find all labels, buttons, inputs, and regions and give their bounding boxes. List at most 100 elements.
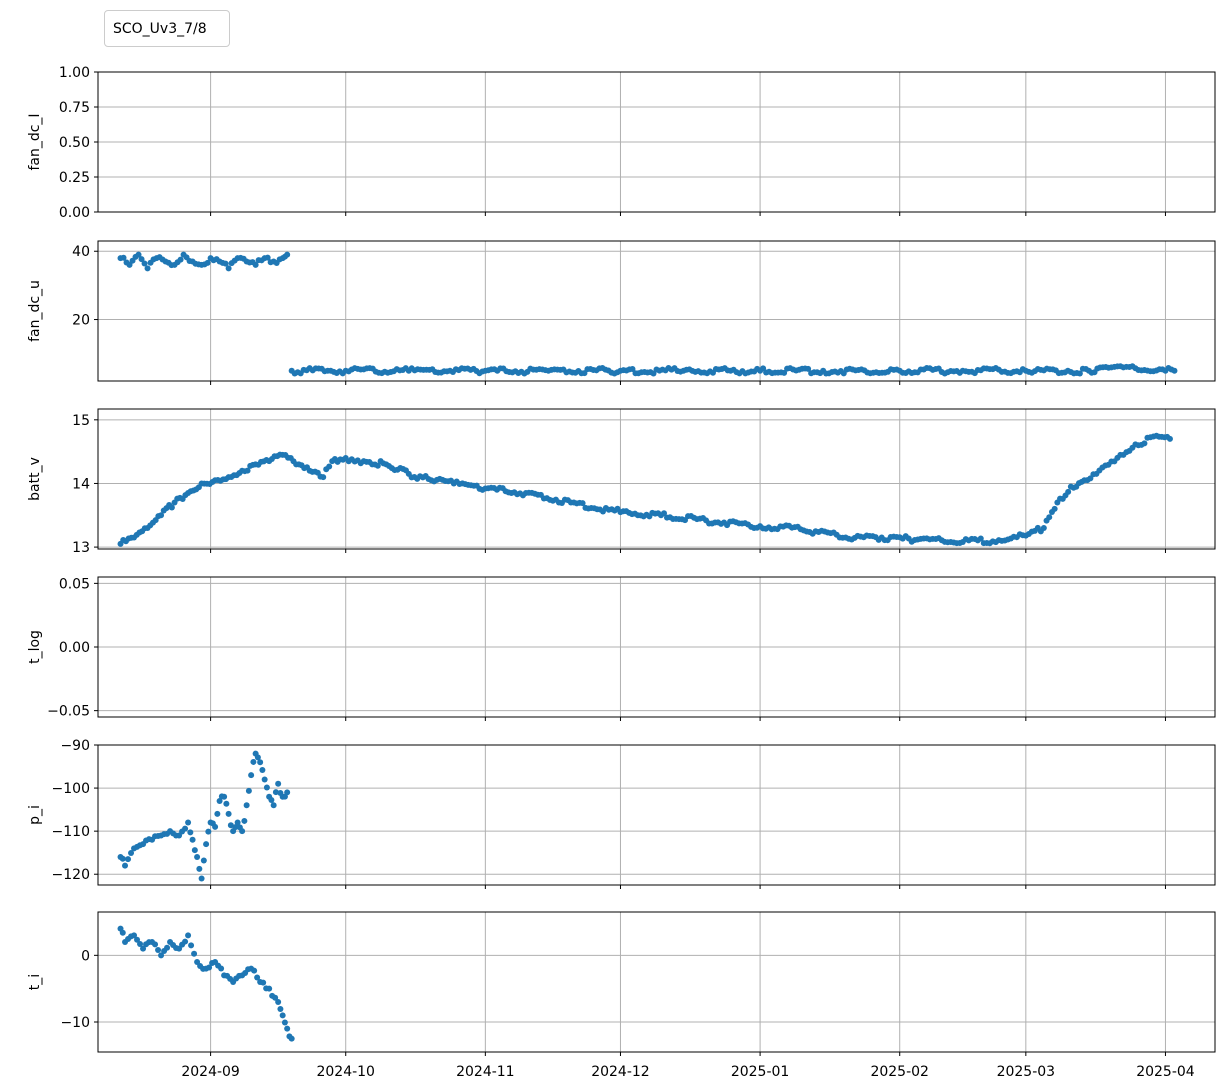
- data-point: [196, 865, 203, 872]
- data-point: [320, 474, 327, 481]
- y-axis-label: p_i: [27, 805, 43, 825]
- data-point: [188, 942, 195, 949]
- data-point: [1166, 435, 1173, 442]
- data-point: [245, 787, 252, 794]
- data-point: [263, 784, 270, 791]
- y-axis-label: batt_v: [27, 457, 43, 501]
- axes-frame: [97, 744, 1216, 886]
- data-point: [260, 979, 267, 986]
- data-point: [781, 369, 788, 376]
- data-point: [216, 798, 223, 804]
- data-point: [204, 259, 211, 266]
- data-point: [177, 256, 184, 263]
- x-tick-label: 2024-12: [591, 1064, 650, 1080]
- data-point: [225, 265, 232, 272]
- y-tick-label: 13: [72, 540, 90, 556]
- data-point: [251, 967, 258, 974]
- data-point: [158, 952, 165, 959]
- data-point: [189, 836, 196, 843]
- x-tick-label: 2024-09: [181, 1064, 240, 1080]
- y-axis-label: t_i: [27, 974, 43, 990]
- y-tick-label: 0.75: [59, 100, 90, 116]
- y-axis-label: fan_dc_I: [27, 113, 43, 170]
- data-point: [629, 366, 636, 373]
- data-point: [187, 829, 194, 836]
- data-point: [252, 261, 259, 268]
- data-point: [122, 862, 129, 869]
- data-point: [206, 964, 213, 971]
- data-point: [126, 261, 133, 268]
- data-point: [1040, 525, 1047, 531]
- data-point: [155, 947, 162, 954]
- data-point: [185, 932, 192, 939]
- data-point: [141, 260, 148, 267]
- data-point: [144, 265, 151, 272]
- data-point: [284, 789, 291, 796]
- data-point: [227, 822, 234, 829]
- data-point: [140, 945, 147, 952]
- data-point: [168, 504, 175, 511]
- x-tick-label: 2024-10: [316, 1064, 375, 1080]
- data-point: [264, 254, 271, 261]
- data-point: [125, 856, 132, 863]
- data-point: [205, 828, 212, 835]
- data-point: [1076, 370, 1083, 377]
- x-tick-label: 2025-01: [731, 1064, 790, 1080]
- data-point: [248, 772, 255, 779]
- data-point: [241, 817, 248, 824]
- data-point: [225, 810, 232, 817]
- data-point: [212, 823, 219, 830]
- data-point: [223, 800, 230, 807]
- y-tick-label: 0.05: [59, 576, 90, 592]
- data-point: [250, 758, 257, 765]
- data-point: [185, 819, 192, 826]
- data-point: [272, 994, 279, 1001]
- data-point: [244, 467, 251, 474]
- data-point: [279, 1012, 286, 1019]
- data-point: [164, 944, 171, 951]
- data-point: [182, 825, 189, 832]
- data-point: [805, 365, 812, 372]
- data-point: [288, 1035, 295, 1042]
- x-tick-label: 2024-11: [456, 1064, 515, 1080]
- y-tick-label: 40: [72, 244, 90, 260]
- data-point: [579, 500, 586, 507]
- data-point: [158, 512, 165, 519]
- data-point: [326, 463, 333, 470]
- y-axis-label: fan_dc_u: [27, 280, 43, 342]
- axes-frame: [97, 408, 1216, 550]
- data-point: [134, 936, 141, 943]
- data-point: [272, 789, 279, 796]
- x-tick-label: 2025-04: [1136, 1064, 1195, 1080]
- data-point: [1046, 514, 1053, 521]
- y-tick-label: 15: [72, 413, 90, 429]
- data-point: [254, 754, 261, 761]
- data-point: [275, 780, 282, 787]
- data-point: [266, 985, 273, 992]
- data-point: [275, 999, 282, 1005]
- data-point: [138, 256, 145, 263]
- y-tick-label: −110: [52, 824, 90, 840]
- y-tick-label: 0.50: [59, 135, 90, 151]
- axes-frame: [97, 71, 1216, 213]
- y-axis-label: t_log: [27, 630, 43, 664]
- data-point: [221, 793, 228, 800]
- data-point: [218, 965, 225, 972]
- axes-frame: [97, 576, 1216, 718]
- data-point: [259, 766, 266, 773]
- data-point: [191, 950, 198, 957]
- y-tick-label: 20: [72, 313, 90, 329]
- y-tick-label: −90: [60, 738, 90, 754]
- data-point: [661, 510, 668, 517]
- data-point: [135, 251, 142, 258]
- data-point: [374, 462, 381, 469]
- data-point: [214, 810, 221, 817]
- data-point: [261, 776, 268, 783]
- x-tick-label: 2025-02: [870, 1064, 929, 1080]
- y-tick-label: 0.00: [59, 205, 90, 221]
- data-point: [119, 929, 126, 936]
- legend-label: SCO_Uv3_7/8: [113, 20, 207, 37]
- data-point: [1051, 505, 1058, 512]
- data-point: [270, 802, 277, 809]
